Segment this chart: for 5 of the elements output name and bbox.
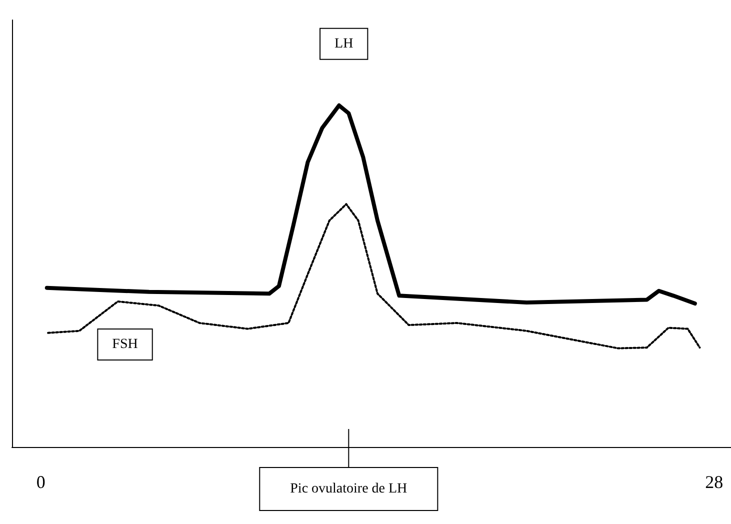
series-label: FSH	[112, 337, 138, 352]
x-tick-label: 28	[705, 472, 724, 492]
x-tick-label: 0	[36, 472, 46, 492]
ref-line-label: Pic ovulatoire de LH	[290, 482, 408, 496]
text: LH	[334, 36, 354, 52]
